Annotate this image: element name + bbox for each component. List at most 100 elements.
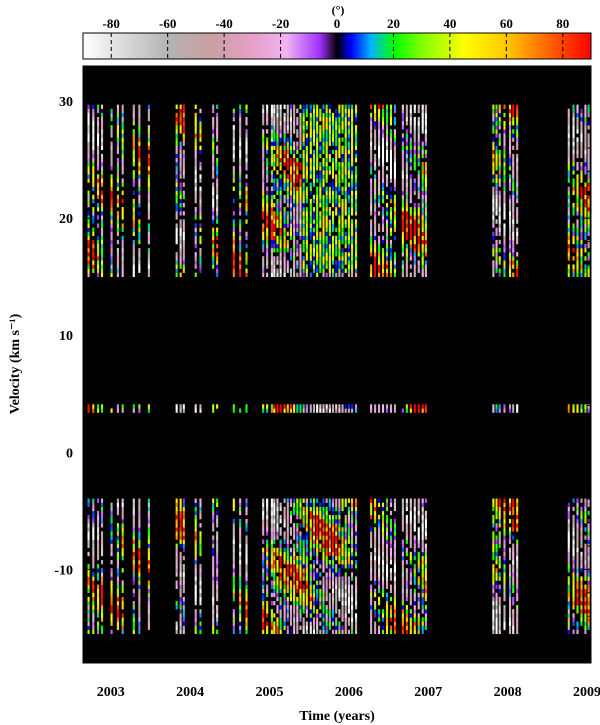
velocity-cell	[341, 153, 344, 159]
velocity-cell	[283, 248, 286, 253]
velocity-cell	[239, 559, 242, 565]
velocity-cell	[319, 260, 322, 265]
velocity-cell	[138, 129, 141, 134]
velocity-cell	[492, 194, 495, 200]
velocity-cell	[424, 268, 427, 273]
velocity-cell	[335, 527, 338, 532]
velocity-cell	[262, 621, 265, 626]
velocity-cell	[355, 404, 358, 409]
velocity-cell	[175, 235, 178, 241]
velocity-cell	[347, 551, 350, 557]
velocity-cell	[316, 629, 319, 635]
velocity-cell	[355, 145, 358, 150]
velocity-cell	[319, 502, 322, 508]
velocity-cell	[289, 572, 293, 577]
velocity-cell	[413, 523, 416, 528]
velocity-cell	[312, 223, 316, 228]
velocity-cell	[424, 404, 427, 409]
velocity-cell	[212, 629, 215, 635]
velocity-cell	[299, 112, 302, 118]
velocity-cell	[270, 215, 273, 220]
velocity-cell	[322, 408, 325, 413]
velocity-cell	[495, 539, 498, 544]
velocity-cell	[508, 506, 512, 512]
velocity-cell	[347, 207, 350, 212]
velocity-cell	[572, 231, 575, 237]
velocity-cell	[175, 408, 178, 413]
velocity-cell	[512, 145, 515, 150]
velocity-cell	[498, 166, 501, 171]
velocity-cell	[335, 207, 338, 212]
velocity-cell	[97, 108, 100, 114]
velocity-cell	[495, 174, 498, 179]
velocity-cell	[409, 149, 412, 155]
velocity-cell	[421, 404, 424, 409]
velocity-cell	[316, 235, 319, 241]
velocity-cell	[421, 559, 424, 565]
velocity-cell	[335, 572, 338, 577]
velocity-cell	[374, 519, 377, 524]
velocity-cell	[347, 149, 350, 155]
velocity-cell	[335, 211, 338, 216]
velocity-cell	[101, 153, 104, 159]
velocity-cell	[232, 559, 235, 565]
velocity-cell	[393, 121, 396, 126]
velocity-cell	[232, 186, 235, 191]
velocity-cell	[409, 502, 412, 508]
velocity-cell	[355, 621, 358, 626]
velocity-cell	[417, 141, 420, 146]
velocity-cell	[370, 596, 373, 602]
velocity-cell	[121, 252, 124, 257]
velocity-cell	[417, 170, 420, 175]
velocity-cell	[279, 121, 282, 126]
velocity-cell	[385, 535, 389, 540]
velocity-cell	[289, 141, 293, 146]
velocity-cell	[393, 186, 396, 191]
velocity-cell	[322, 260, 325, 265]
velocity-cell	[175, 121, 178, 126]
velocity-cell	[374, 198, 377, 204]
velocity-cell	[328, 133, 331, 138]
velocity-cell	[283, 535, 286, 540]
velocity-cell	[378, 104, 381, 110]
velocity-cell	[331, 613, 335, 618]
velocity-cell	[335, 609, 338, 614]
velocity-cell	[245, 605, 248, 610]
velocity-cell	[385, 223, 389, 228]
velocity-cell	[101, 625, 104, 630]
velocity-cell	[283, 551, 286, 557]
velocity-cell	[121, 227, 124, 232]
velocity-cell	[121, 153, 124, 159]
velocity-cell	[179, 555, 182, 561]
velocity-cell	[116, 157, 119, 163]
velocity-cell	[385, 523, 389, 528]
velocity-cell	[293, 559, 296, 565]
velocity-cell	[381, 137, 385, 142]
velocity-cell	[374, 223, 377, 228]
velocity-cell	[401, 202, 404, 208]
velocity-cell	[378, 186, 381, 191]
velocity-cell	[270, 609, 273, 614]
velocity-cell	[417, 211, 420, 216]
velocity-cell	[132, 523, 135, 528]
velocity-cell	[335, 112, 338, 118]
velocity-cell	[512, 535, 515, 540]
velocity-cell	[351, 404, 354, 409]
velocity-cell	[385, 243, 389, 249]
velocity-cell	[495, 613, 498, 618]
velocity-cell	[179, 588, 182, 594]
velocity-cell	[270, 141, 273, 146]
velocity-cell	[312, 153, 316, 159]
velocity-cell	[132, 104, 135, 110]
velocity-cell	[270, 256, 273, 261]
velocity-cell	[417, 129, 420, 134]
velocity-cell	[266, 519, 269, 524]
velocity-cell	[97, 182, 100, 187]
velocity-cell	[199, 256, 202, 261]
velocity-cell	[508, 174, 512, 179]
velocity-cell	[212, 519, 215, 524]
velocity-cell	[293, 198, 296, 204]
velocity-cell	[101, 592, 104, 598]
velocity-cell	[305, 268, 308, 273]
velocity-cell	[503, 605, 506, 610]
